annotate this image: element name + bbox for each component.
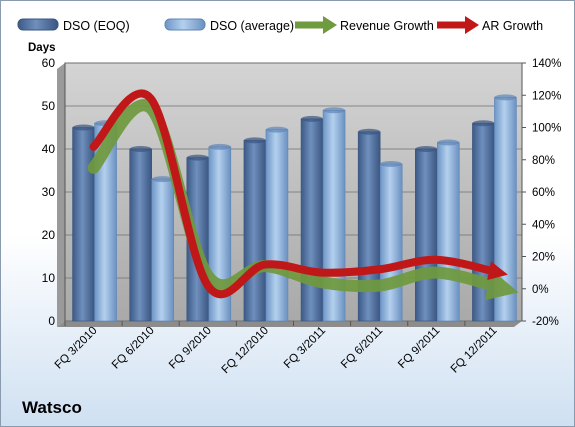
x-tick-label: FQ 3/2010 <box>53 325 100 372</box>
y-tick-label: 30 <box>42 185 56 199</box>
company-label: Watsco <box>22 398 82 417</box>
y-tick-label: 60 <box>42 56 56 70</box>
y2-tick-label: 100% <box>532 123 561 135</box>
bar-dso-eoq <box>300 118 324 322</box>
bar-dso-eoq <box>415 148 438 322</box>
ar-growth-line <box>89 89 508 299</box>
legend-label: AR Growth <box>482 19 543 33</box>
bar-dso-eoq-cap <box>243 137 266 144</box>
y2-tick-label: 40% <box>532 219 555 231</box>
x-tick-label: FQ 12/2011 <box>449 325 500 376</box>
bar-dso-average <box>151 178 174 322</box>
y-tick-label: 40 <box>42 142 56 156</box>
y2-tick-label: -20% <box>532 316 559 328</box>
y-tick-label: 20 <box>42 228 56 242</box>
bar-dso-eoq-cap <box>472 120 495 127</box>
y-tick-label: 0 <box>48 314 55 328</box>
bar-dso-eoq-cap <box>301 115 324 122</box>
bar-dso-average-cap <box>437 139 460 146</box>
bar-dso-average <box>265 129 289 322</box>
bar-dso-eoq-cap <box>129 146 152 152</box>
bar-dso-eoq <box>129 148 152 322</box>
bar-dso-average-cap <box>208 143 231 150</box>
legend-arrow-icon <box>323 16 337 34</box>
legend-swatch-bar-eoq <box>17 18 59 31</box>
legend-label: Revenue Growth <box>340 19 434 33</box>
bar-dso-average-cap <box>265 126 288 133</box>
bar-dso-average-cap <box>323 107 346 114</box>
bar-dso-eoq <box>243 140 267 322</box>
legend-label: DSO (average) <box>210 19 294 33</box>
plot-floor <box>57 321 522 327</box>
bar-dso-average-cap <box>151 176 174 183</box>
bar-dso-average-cap <box>494 94 517 101</box>
bar-dso-eoq-cap <box>358 128 381 135</box>
y-axis-title: Days <box>28 42 56 54</box>
y2-tick-label: 60% <box>532 187 555 199</box>
y2-tick-label: 0% <box>532 284 549 296</box>
legend-label: DSO (EOQ) <box>63 19 130 33</box>
plot-side-wall <box>57 63 65 327</box>
y2-tick-label: 120% <box>532 90 561 102</box>
x-tick-label: FQ 9/2011 <box>396 325 442 371</box>
x-tick-label: FQ 3/2011 <box>282 325 328 371</box>
legend-arrow-icon <box>465 16 479 34</box>
x-tick-label: FQ 6/2011 <box>339 325 385 371</box>
bar-dso-eoq-cap <box>415 146 438 152</box>
bar-dso-eoq-cap <box>72 124 95 131</box>
y-tick-label: 50 <box>42 99 56 113</box>
bar-dso-eoq <box>72 127 95 322</box>
x-tick-label: FQ 6/2010 <box>110 325 157 372</box>
bar-dso-eoq <box>357 131 381 322</box>
x-tick-label: FQ 12/2010 <box>220 325 271 376</box>
bar-dso-average <box>379 163 403 322</box>
y2-tick-label: 20% <box>532 252 555 264</box>
bar-dso-average-cap <box>380 161 403 168</box>
bar-dso-average <box>437 142 460 322</box>
legend-swatch-bar-avg <box>164 18 206 31</box>
x-tick-label: FQ 9/2010 <box>167 325 214 372</box>
bar-dso-eoq-cap <box>186 154 209 161</box>
y2-tick-label: 80% <box>532 155 555 167</box>
y-tick-label: 10 <box>42 271 56 285</box>
y2-tick-label: 140% <box>532 58 561 70</box>
